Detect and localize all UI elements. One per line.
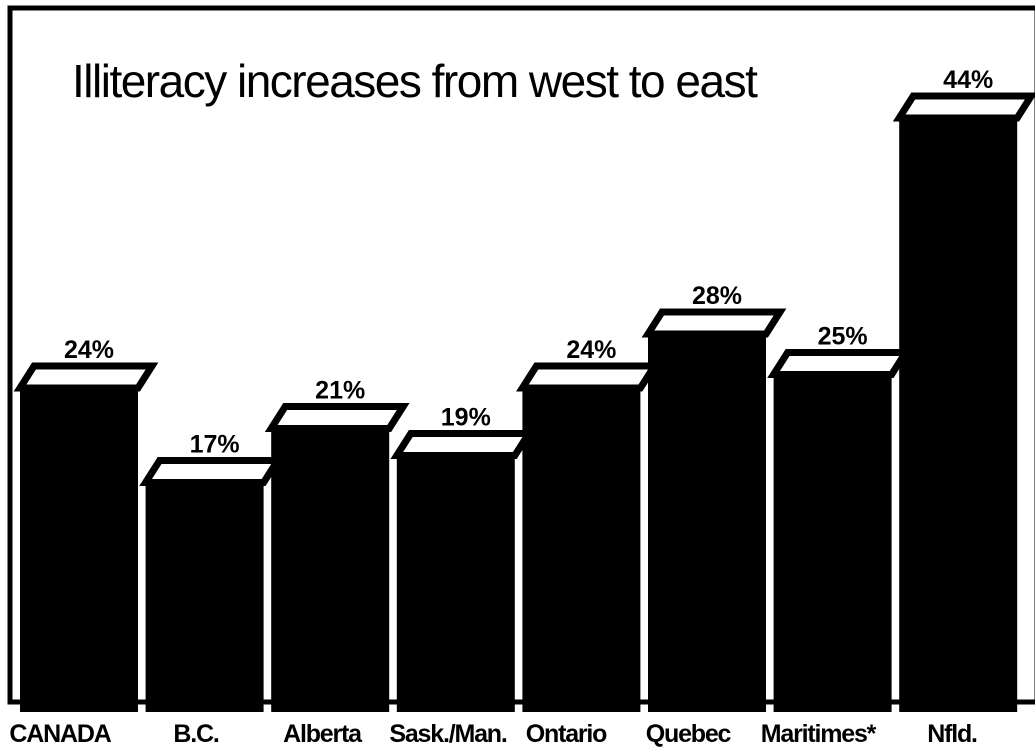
value-label-4: 24% (566, 336, 616, 364)
value-label-0: 24% (64, 336, 114, 364)
chart-title: Illiteracy increases from west to east (72, 55, 758, 107)
category-label-0: CANADA (9, 720, 111, 748)
category-label-4: Ontario (526, 720, 607, 748)
bar-5 (648, 334, 766, 712)
bar-top-7 (892, 92, 1035, 122)
category-label-5: Quebec (646, 720, 732, 748)
bars-layer (13, 92, 1035, 712)
bar-3 (396, 455, 515, 712)
bar-0 (20, 388, 138, 712)
value-label-5: 28% (692, 282, 742, 310)
bar-top-2 (264, 403, 410, 432)
bar-top-4 (516, 362, 661, 392)
bar-4 (522, 388, 641, 712)
value-label-2: 21% (315, 377, 365, 405)
category-label-3: Sask./Man. (389, 720, 506, 748)
bar-top-5 (641, 308, 787, 338)
value-label-7: 44% (943, 66, 993, 94)
category-label-7: Nfld. (927, 720, 977, 748)
bar-7 (899, 118, 1018, 712)
value-labels-layer: 24% 17% 21% 19% 24% 28% 25% 44% (64, 66, 993, 459)
value-label-6: 25% (818, 323, 868, 351)
category-label-1: B.C. (173, 720, 218, 748)
category-labels-layer: CANADA B.C. Alberta Sask./Man. Ontario Quebec… (9, 720, 978, 748)
category-label-6: Maritimes* (761, 720, 877, 748)
category-label-2: Alberta (283, 720, 363, 748)
value-label-3: 19% (441, 404, 491, 432)
bar-6 (773, 374, 892, 712)
bar-top-6 (767, 349, 912, 378)
bar-1 (145, 482, 264, 712)
bar-top-0 (13, 362, 159, 392)
value-label-1: 17% (190, 431, 240, 459)
bar-top-1 (139, 457, 284, 486)
bar-2 (271, 428, 390, 712)
bar-top-3 (390, 430, 536, 459)
